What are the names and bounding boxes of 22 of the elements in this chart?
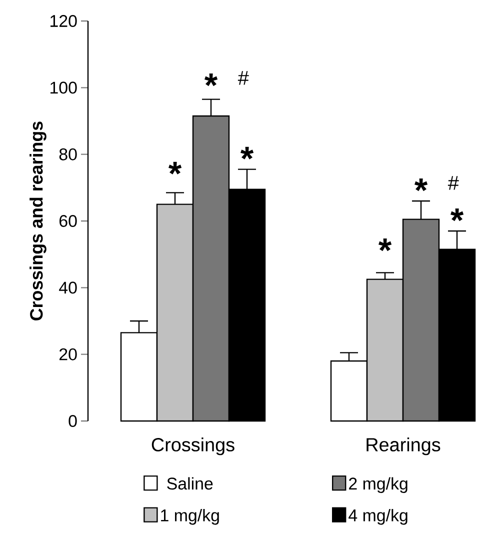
annotation: * [168,162,182,174]
annotation: * [204,73,218,86]
y-tick-label: 40 [59,282,77,294]
y-tick-label: 120 [50,14,77,27]
annotation: # [448,176,459,190]
y-tick-label: 0 [68,415,77,427]
annotation: * [378,238,392,252]
annotation: # [238,71,249,85]
y-tick-label: 80 [59,148,77,160]
annotation: * [414,178,428,192]
x-tick-label: Rearings [366,438,440,456]
legend-label: Saline [167,477,213,490]
y-tick-label: 100 [50,82,77,94]
annotation: * [240,146,254,160]
legend-label: 1 mg/kg [161,508,219,525]
x-tick-label: Crossings [152,438,234,456]
legend-label: 4 mg/kg [348,508,408,525]
annotation: * [450,208,464,222]
y-tick-label: 20 [60,348,77,360]
y-tick-label: 60 [60,215,77,227]
y-axis-title: Crossings and rearings [30,122,46,320]
legend-label: 2 mg/kg [349,477,408,493]
